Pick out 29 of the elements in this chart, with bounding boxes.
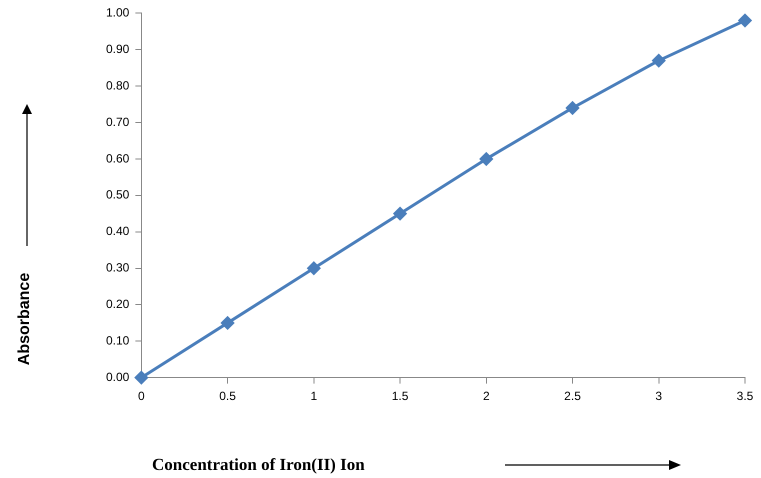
point xyxy=(394,207,407,220)
point xyxy=(307,262,320,275)
point xyxy=(480,152,493,166)
x-tick-label: 1.5 xyxy=(392,389,409,404)
y-tick-label: 0.20 xyxy=(106,297,130,312)
x-tick-label: 0 xyxy=(138,389,146,404)
y-tick-label: 0.50 xyxy=(106,188,130,202)
y-tick-label: 0.00 xyxy=(106,370,130,384)
y-tick-label: 0.10 xyxy=(106,333,130,348)
y-tick-label: 0.80 xyxy=(106,78,130,92)
x-axis-title: Concentration of Iron(II) Ion xyxy=(152,455,365,475)
x-tick-label: 3.5 xyxy=(736,389,754,404)
x-tick-label: 2.5 xyxy=(564,389,582,404)
point xyxy=(134,371,148,384)
x-tick-label: 1 xyxy=(310,389,318,404)
y-tick-label: 0.60 xyxy=(106,151,130,166)
y-tick-label: 0.40 xyxy=(106,224,130,238)
point xyxy=(738,14,752,27)
y-tick-label: 0.90 xyxy=(106,42,130,56)
y-tick-label: 0.70 xyxy=(106,114,130,129)
x-tick-label: 2 xyxy=(482,389,490,404)
point xyxy=(566,101,580,114)
y-tick-label: 1.00 xyxy=(106,6,130,20)
y-tick-label: 0.30 xyxy=(106,260,130,275)
point xyxy=(221,316,234,330)
y-axis-title: Absorbance xyxy=(16,272,34,368)
point xyxy=(652,54,666,68)
x-tick-label: 3 xyxy=(655,389,662,404)
x-tick-label: 0.5 xyxy=(219,389,236,404)
